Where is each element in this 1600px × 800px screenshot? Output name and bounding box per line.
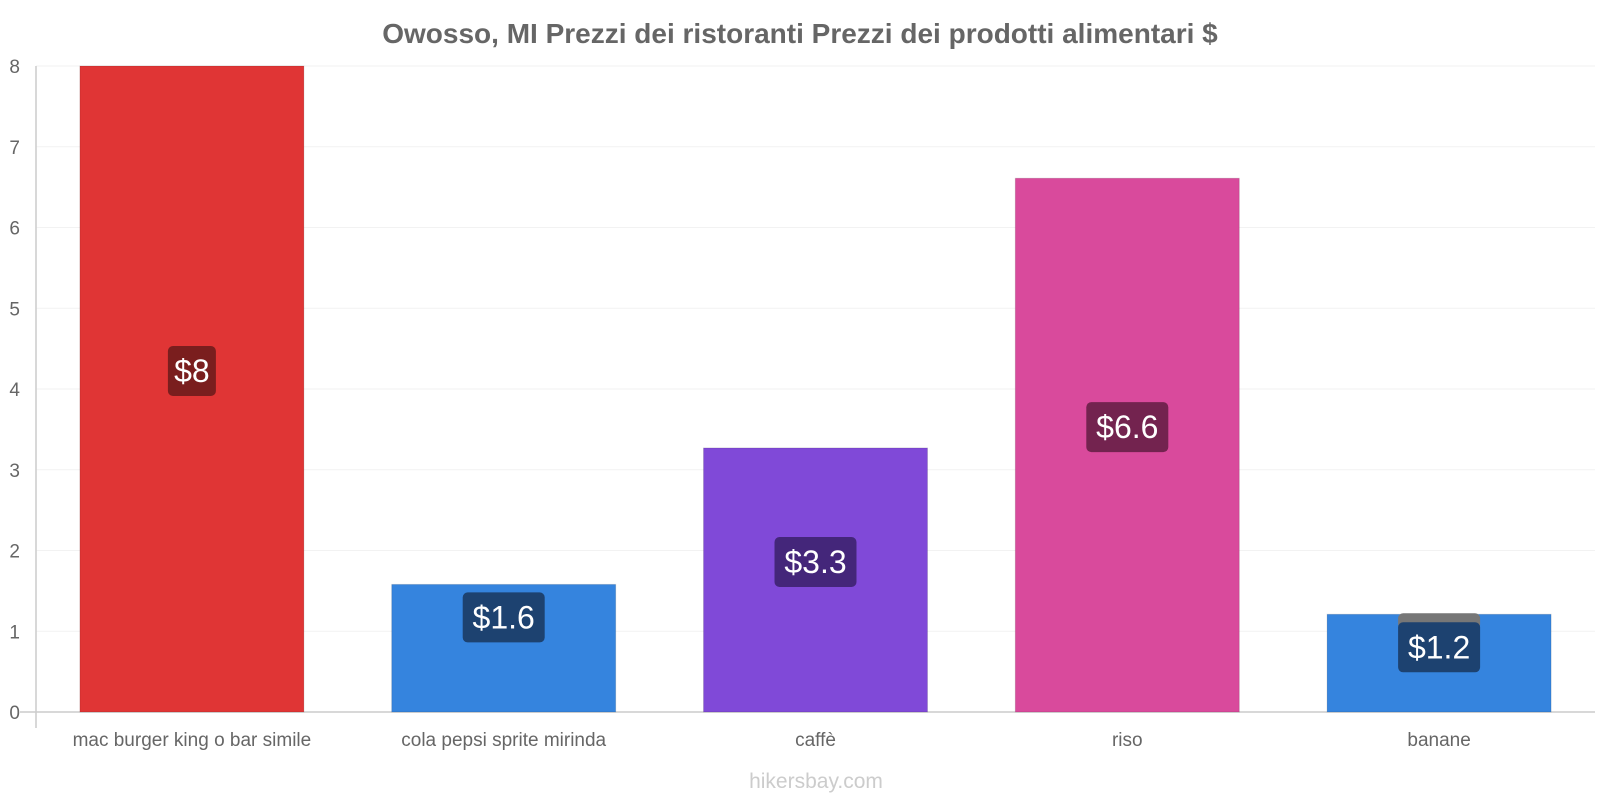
footer-watermark: hikersbay.com (749, 770, 883, 793)
y-tick-label: 1 (9, 622, 20, 643)
value-label-box (167, 346, 216, 396)
value-label: $8 (167, 346, 216, 396)
y-tick-label: 3 (9, 461, 20, 482)
x-category-label: mac burger king o bar simile (73, 730, 312, 751)
value-label-text: $8 (174, 353, 210, 389)
x-category-label: caffè (795, 730, 836, 751)
value-label-box (1086, 402, 1169, 453)
chart-title: Owosso, MI Prezzi dei ristoranti Prezzi … (382, 18, 1218, 49)
y-axis-ticks: 0 1 2 3 4 5 6 7 8 (9, 57, 20, 724)
value-label: $3.3 (774, 536, 857, 587)
value-label-text: $1.2 (1408, 629, 1470, 665)
value-label-box (774, 536, 857, 587)
value-label: $1.6 (462, 592, 545, 643)
category-labels: mac burger king o bar simile cola pepsi s… (73, 730, 1471, 751)
value-label-box (462, 592, 545, 643)
x-category-label: riso (1112, 730, 1143, 751)
x-category-label: banane (1407, 730, 1470, 751)
value-labels: $8 $1.6 $3.3 $6.6 $1.2 (167, 346, 1481, 673)
value-label-box (1398, 622, 1481, 673)
value-label: $1.2 (1398, 613, 1481, 673)
value-label-text: $6.6 (1096, 409, 1158, 445)
x-category-label: cola pepsi sprite mirinda (401, 730, 606, 751)
y-tick-label: 6 (9, 219, 20, 240)
y-tick-label: 2 (9, 542, 20, 563)
y-tick-label: 5 (9, 299, 20, 320)
y-tick-label: 7 (9, 138, 20, 159)
y-tick-label: 8 (9, 57, 20, 78)
y-tick-label: 4 (9, 380, 20, 401)
y-tick-label: 0 (9, 703, 20, 724)
value-label: $6.6 (1086, 402, 1169, 453)
value-label-text: $3.3 (784, 544, 846, 580)
value-label-text: $1.6 (473, 599, 535, 635)
